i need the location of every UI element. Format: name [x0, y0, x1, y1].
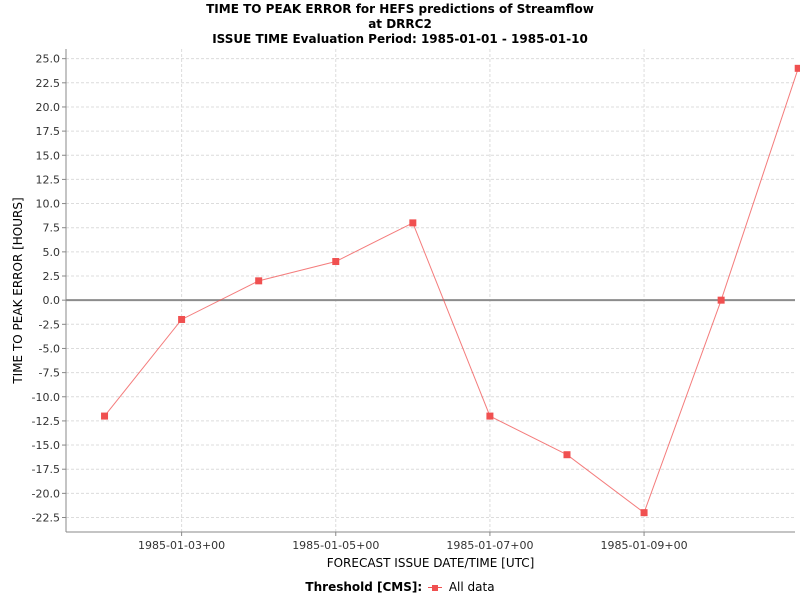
y-tick-label: 5.0: [43, 246, 61, 259]
y-tick-label: -7.5: [39, 367, 60, 380]
y-tick-label: 22.5: [36, 77, 61, 90]
y-tick-label: 7.5: [43, 222, 61, 235]
data-point: [332, 258, 340, 266]
chart-title: TIME TO PEAK ERROR for HEFS predictions …: [206, 2, 594, 16]
y-tick-label: 20.0: [36, 101, 61, 114]
y-tick-label: 2.5: [43, 270, 61, 283]
plot-area: [66, 49, 795, 532]
y-tick-label: 17.5: [36, 125, 61, 138]
x-tick-label: 1985-01-03+00: [138, 539, 225, 552]
axis-layer: 25.0 22.5 20.0 17.5 15.0 12.5 10.0 7.5 5.0 2.5 0.0…: [32, 49, 795, 552]
grid-layer: [66, 49, 795, 532]
data-point: [563, 451, 571, 459]
y-tick-label: 0.0: [43, 294, 61, 307]
legend-marker-icon: [428, 583, 443, 593]
y-tick-label: -20.0: [32, 487, 60, 500]
x-axis-label: FORECAST ISSUE DATE/TIME [UTC]: [327, 556, 535, 570]
y-axis-label: TIME TO PEAK ERROR [HOURS]: [11, 197, 25, 384]
data-point: [640, 509, 648, 517]
y-tick-label: 15.0: [36, 149, 61, 162]
legend: Threshold [CMS]: All data: [0, 580, 800, 594]
data-point: [486, 412, 494, 420]
y-tick-label: 25.0: [36, 53, 61, 66]
x-tick-label: 1985-01-05+00: [292, 539, 379, 552]
y-tick-label: -15.0: [32, 439, 60, 452]
y-tick-label: 12.5: [36, 173, 61, 186]
data-point: [255, 277, 263, 285]
y-tick-label: -12.5: [32, 415, 60, 428]
y-tick-label: -17.5: [32, 463, 60, 476]
series-line: [104, 68, 799, 514]
y-tick-label: -5.0: [39, 342, 60, 355]
chart-subtitle-period: ISSUE TIME Evaluation Period: 1985-01-01…: [212, 32, 588, 46]
chart-title-block: TIME TO PEAK ERROR for HEFS predictions …: [0, 2, 800, 47]
legend-title: Threshold [CMS]:: [305, 580, 423, 594]
y-tick-label: 10.0: [36, 198, 61, 211]
y-tick-label: -22.5: [32, 512, 60, 525]
data-point: [409, 219, 417, 227]
x-tick-label: 1985-01-09+00: [600, 539, 687, 552]
series-layer: [101, 64, 800, 517]
y-tick-label: -2.5: [39, 318, 60, 331]
data-point: [717, 296, 725, 304]
chart-subtitle-location: at DRRC2: [368, 17, 432, 31]
data-point: [101, 412, 109, 420]
data-point: [178, 315, 186, 323]
legend-entry-all-data: All data: [448, 580, 495, 594]
y-tick-label: -10.0: [32, 391, 60, 404]
data-point: [794, 64, 800, 72]
x-tick-label: 1985-01-07+00: [446, 539, 533, 552]
